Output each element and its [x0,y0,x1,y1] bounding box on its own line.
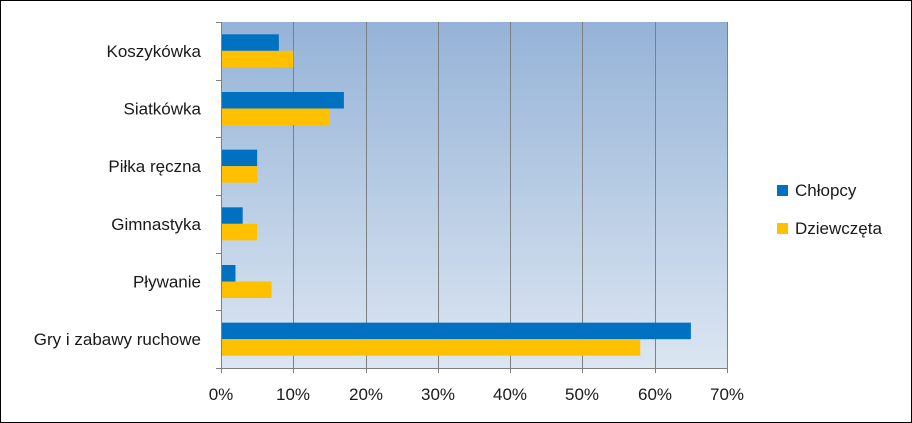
bar [221,339,641,356]
bar [221,281,272,298]
x-tick-label: 60% [638,385,672,404]
x-tick-label: 0% [209,385,234,404]
bars [221,34,691,356]
x-tick-label: 30% [421,385,455,404]
y-tick-label: Pływanie [133,273,201,292]
bar [221,34,279,51]
plot-area [221,22,727,368]
x-tick-label: 70% [710,385,744,404]
y-tick-label: Gry i zabawy ruchowe [34,330,201,349]
y-tick-label: Koszykówka [107,42,202,61]
x-tick-label: 50% [565,385,599,404]
bar [221,50,294,68]
tick-labels: 0% 10% 20% 30% 40% 50% 60% 70% Koszykówka Siatków… [34,42,744,404]
bar [221,92,344,109]
bar [221,322,691,340]
legend-label: Dziewczęta [795,219,882,238]
bar [221,166,258,183]
bar [221,207,243,224]
y-tick-label: Gimnastyka [111,215,201,234]
bar [221,108,330,125]
gridlines [293,22,728,368]
legend-label: Chłopcy [795,181,857,200]
legend: Chłopcy Dziewczęta [777,181,882,238]
bar [221,265,236,282]
x-tick-label: 20% [349,385,383,404]
y-tick-label: Siatkówka [124,100,202,119]
legend-swatch [777,223,788,234]
bar [221,149,258,167]
axes [216,22,728,373]
legend-swatch [777,185,788,196]
bar [221,223,258,241]
y-tick-label: Piłka ręczna [108,157,201,176]
x-tick-label: 10% [276,385,310,404]
x-tick-label: 40% [493,385,527,404]
